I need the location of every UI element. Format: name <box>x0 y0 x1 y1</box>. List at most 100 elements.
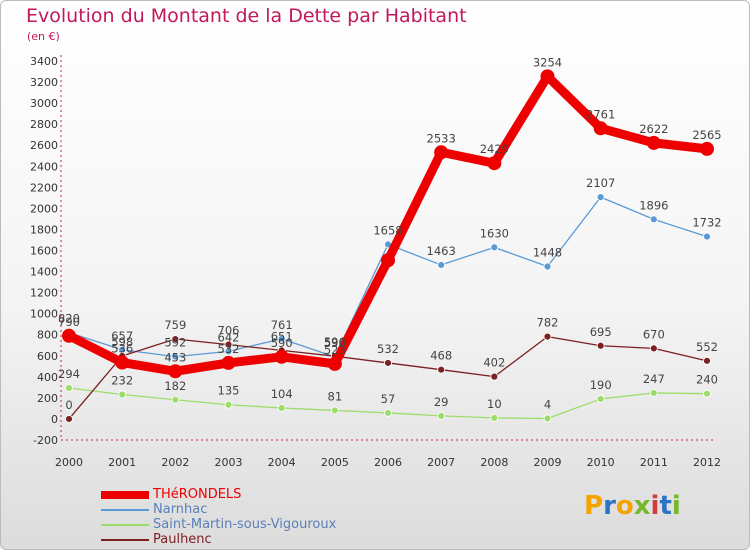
data-label: 657 <box>111 329 133 343</box>
data-point <box>115 355 130 370</box>
y-tick-label: 1000 <box>30 308 58 321</box>
data-label: 1896 <box>639 198 668 212</box>
data-point <box>703 389 711 398</box>
data-label: 761 <box>271 318 293 332</box>
data-point <box>700 141 714 156</box>
data-point <box>490 243 499 252</box>
data-point <box>171 335 180 343</box>
data-label: 402 <box>483 356 505 370</box>
y-tick-label: 3000 <box>30 97 58 110</box>
data-point <box>277 334 286 343</box>
logo-letter: i <box>650 491 660 521</box>
x-tick-label: 2003 <box>215 456 243 469</box>
y-tick-label: 3200 <box>30 76 58 89</box>
data-label: 642 <box>218 330 240 344</box>
y-tick-label: -200 <box>33 434 58 447</box>
legend-label: Narnhac <box>153 502 208 517</box>
data-label: 2565 <box>692 128 721 142</box>
legend-label: THéRONDELS <box>153 487 242 502</box>
x-tick-label: 2005 <box>321 456 349 469</box>
y-tick-label: 0 <box>51 413 58 426</box>
data-label: 596 <box>324 335 346 349</box>
x-tick-label: 2009 <box>534 456 562 469</box>
data-point <box>487 156 502 171</box>
data-point <box>543 414 552 423</box>
data-label: 240 <box>696 373 718 387</box>
data-point <box>649 389 658 397</box>
y-tick-label: 1400 <box>30 266 58 279</box>
y-tick-label: 2000 <box>30 202 58 215</box>
proxiti-logo: Proxiti <box>584 491 681 521</box>
data-label: 0 <box>65 398 72 412</box>
data-label: 1463 <box>427 244 456 258</box>
data-point <box>118 390 127 399</box>
data-point <box>490 372 499 381</box>
data-point <box>543 332 552 341</box>
x-tick-label: 2000 <box>55 456 83 469</box>
data-label: 135 <box>218 384 240 398</box>
y-tick-label: 400 <box>37 371 58 384</box>
x-tick-label: 2001 <box>108 456 136 469</box>
x-tick-label: 2002 <box>161 456 189 469</box>
data-point <box>224 400 233 409</box>
data-label: 552 <box>696 340 718 354</box>
data-label: 598 <box>111 335 133 349</box>
logo-letter: x <box>633 491 651 521</box>
x-tick-label: 2004 <box>268 456 296 469</box>
data-point <box>171 395 180 404</box>
data-point <box>62 328 76 343</box>
data-label: 29 <box>434 395 449 409</box>
data-label: 1658 <box>373 223 402 237</box>
y-tick-label: 1800 <box>30 223 58 236</box>
data-label: 759 <box>164 318 186 332</box>
data-label: 590 <box>271 336 293 350</box>
data-label: 4 <box>544 398 551 412</box>
data-label: 651 <box>271 329 293 343</box>
data-point <box>384 359 392 367</box>
data-point <box>703 356 711 365</box>
data-label: 10 <box>487 397 502 411</box>
data-label: 2622 <box>639 122 668 136</box>
data-label: 468 <box>430 349 452 363</box>
data-label: 523 <box>324 343 346 357</box>
data-point <box>437 411 446 420</box>
y-tick-label: 3400 <box>30 55 58 68</box>
data-point <box>703 232 711 241</box>
legend-label: Saint-Martin-sous-Vigouroux <box>153 517 337 532</box>
x-tick-label: 2007 <box>427 456 455 469</box>
data-label: 104 <box>271 387 293 401</box>
data-label: 2429 <box>480 142 509 156</box>
legend-swatch <box>101 508 149 511</box>
logo-letter: r <box>603 491 616 521</box>
data-label: 294 <box>58 367 80 381</box>
legend-label: Paulhenc <box>153 532 212 547</box>
legend-swatch <box>101 538 149 541</box>
y-tick-label: 2400 <box>30 160 58 173</box>
data-point <box>221 355 236 370</box>
data-point <box>593 121 608 136</box>
data-label: 2761 <box>586 107 615 121</box>
x-tick-label: 2008 <box>480 456 508 469</box>
data-point <box>65 384 73 392</box>
data-label: 182 <box>164 379 186 393</box>
data-point <box>381 253 395 268</box>
y-tick-label: 2800 <box>30 118 58 131</box>
data-label: 453 <box>164 350 186 364</box>
data-point <box>224 340 233 349</box>
data-point <box>274 349 289 364</box>
data-label: 247 <box>643 372 665 386</box>
logo-letter: i <box>671 491 681 521</box>
data-label: 532 <box>377 342 399 356</box>
data-point <box>540 69 555 84</box>
data-point <box>327 356 342 371</box>
data-label: 706 <box>218 324 240 338</box>
x-tick-label: 2012 <box>693 456 721 469</box>
y-tick-label: 2200 <box>30 181 58 194</box>
y-tick-label: 1200 <box>30 287 58 300</box>
data-label: 820 <box>58 312 80 326</box>
data-point <box>437 365 446 374</box>
data-label: 2107 <box>586 176 615 190</box>
x-tick-label: 2010 <box>587 456 615 469</box>
data-label: 532 <box>218 342 240 356</box>
